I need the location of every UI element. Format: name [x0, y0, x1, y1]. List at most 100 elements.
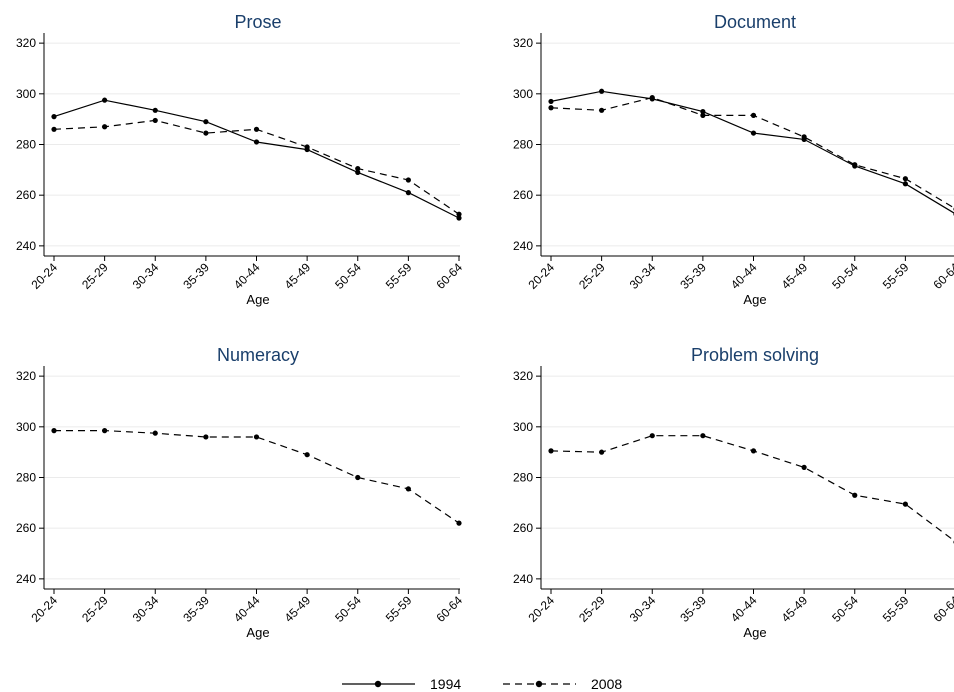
x-axis-title: Age	[246, 292, 269, 307]
data-point	[203, 119, 209, 125]
chart-panel-4: Problem solving 240 260 280 300 320 20-24 25-29…	[513, 345, 954, 640]
data-point	[649, 95, 655, 101]
data-point	[852, 492, 858, 498]
series-1994	[548, 88, 954, 216]
data-point	[102, 97, 108, 103]
data-point	[355, 165, 361, 172]
x-tick-label: 40-44	[728, 593, 760, 625]
data-point	[355, 474, 361, 481]
panel-title: Document	[714, 12, 796, 32]
data-point	[152, 117, 158, 124]
data-point	[750, 448, 757, 454]
data-point	[700, 108, 706, 115]
y-tick-label: 300	[16, 87, 36, 101]
y-tick-label: 280	[16, 138, 36, 152]
y-tick-label: 300	[513, 420, 533, 434]
x-tick-label: 50-54	[829, 593, 861, 625]
chart-panel-3: Numeracy 240 260 280 300 320 20-24 25-29 30-34 35…	[16, 345, 465, 640]
data-point	[51, 114, 57, 120]
x-tick-label: 30-34	[130, 260, 162, 292]
data-point	[852, 162, 858, 168]
y-tick-label: 260	[16, 188, 36, 202]
series-line-2008	[53, 119, 460, 215]
y-tick-label: 260	[16, 521, 36, 535]
y-tick-label: 280	[513, 138, 533, 152]
data-point	[700, 112, 706, 118]
x-tick-label: 45-49	[282, 260, 314, 292]
data-point	[902, 181, 908, 187]
x-tick-label: 45-49	[779, 593, 811, 625]
data-point	[902, 501, 908, 507]
data-point	[253, 434, 260, 440]
x-tick-label: 25-29	[79, 260, 111, 292]
data-point	[599, 107, 605, 113]
y-tick-label: 320	[513, 369, 533, 383]
x-tick-label: 40-44	[231, 260, 263, 292]
y-tick-label: 320	[513, 36, 533, 50]
data-point	[102, 124, 108, 130]
legend-marker-2008	[535, 680, 543, 688]
x-tick-label: 60-64	[434, 593, 466, 625]
x-tick-label: 45-49	[779, 260, 811, 292]
x-tick-label: 55-59	[880, 593, 912, 625]
data-point	[801, 464, 807, 470]
x-tick-label: 25-29	[576, 260, 608, 292]
series-line-1994	[53, 99, 460, 219]
x-tick-label: 20-24	[29, 260, 61, 292]
data-point	[253, 126, 260, 132]
y-tick-label: 240	[16, 239, 36, 253]
x-tick-label: 50-54	[332, 260, 364, 292]
series-2008	[51, 117, 462, 217]
data-point	[51, 126, 57, 132]
data-point	[456, 211, 462, 217]
x-tick-label: 20-24	[526, 260, 558, 292]
data-point	[253, 139, 260, 145]
y-tick-label: 260	[513, 521, 533, 535]
data-point	[355, 169, 361, 175]
legend: 1994 2008	[342, 676, 622, 692]
legend-marker-1994	[374, 680, 382, 688]
x-tick-label: 60-64	[931, 593, 954, 625]
x-tick-label: 55-59	[880, 260, 912, 292]
data-point	[902, 176, 908, 182]
x-tick-label: 20-24	[29, 593, 61, 625]
data-point	[750, 112, 757, 118]
data-point	[548, 98, 554, 105]
data-point	[599, 449, 605, 455]
x-axis-title: Age	[743, 292, 766, 307]
data-point	[548, 448, 554, 454]
y-tick-label: 320	[16, 369, 36, 383]
data-point	[203, 130, 209, 136]
data-point	[405, 486, 411, 492]
data-point	[152, 430, 158, 436]
x-tick-label: 60-64	[434, 260, 466, 292]
panel-title: Prose	[234, 12, 281, 32]
x-tick-label: 40-44	[728, 260, 760, 292]
y-tick-label: 260	[513, 188, 533, 202]
panel-title: Numeracy	[217, 345, 299, 365]
data-point	[700, 433, 706, 439]
chart-panel-1: Prose 240 260 280 300 320 20-24 25-29 30-34 35-39…	[16, 12, 465, 307]
data-point	[548, 105, 554, 111]
x-tick-label: 60-64	[931, 260, 954, 292]
x-tick-label: 50-54	[332, 593, 364, 625]
x-tick-label: 45-49	[282, 593, 314, 625]
y-tick-label: 280	[16, 471, 36, 485]
y-tick-label: 240	[513, 572, 533, 586]
data-point	[203, 434, 209, 440]
x-tick-label: 30-34	[627, 593, 659, 625]
data-point	[456, 520, 462, 526]
data-point	[801, 134, 807, 140]
series-2008	[548, 95, 954, 211]
x-axis-title: Age	[246, 625, 269, 640]
data-point	[405, 190, 411, 196]
x-tick-label: 25-29	[79, 593, 111, 625]
x-tick-label: 35-39	[180, 260, 212, 292]
data-point	[102, 428, 108, 434]
x-axis-title: Age	[743, 625, 766, 640]
data-point	[304, 452, 310, 458]
data-point	[405, 177, 411, 183]
data-point	[304, 144, 310, 150]
x-tick-label: 30-34	[627, 260, 659, 292]
